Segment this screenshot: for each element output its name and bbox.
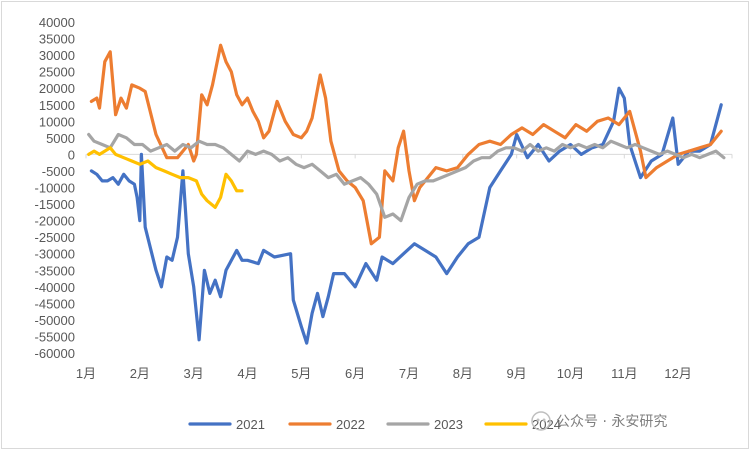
x-axis-tick-labels: 1月 2月 3月 4月 5月 6月 7月 8月 9月 10月 11月 12月 xyxy=(76,366,692,381)
y-tick-label: -30000 xyxy=(35,247,75,262)
x-tick-label: 11月 xyxy=(611,366,638,381)
watermark-logo-dot xyxy=(536,418,540,422)
series-line-2024 xyxy=(87,146,244,209)
y-tick-label: 20000 xyxy=(39,81,75,96)
y-tick-label: -55000 xyxy=(35,329,75,344)
x-tick-label: 1月 xyxy=(76,366,96,381)
legend-label-2021: 2021 xyxy=(236,417,265,432)
series-line-2022 xyxy=(89,43,723,246)
y-tick-label: -35000 xyxy=(35,263,75,278)
y-tick-label: -25000 xyxy=(35,230,75,245)
y-tick-label: 40000 xyxy=(39,15,75,30)
y-tick-label: -15000 xyxy=(35,197,75,212)
y-tick-label: -60000 xyxy=(35,346,75,361)
y-tick-label: 30000 xyxy=(39,48,75,63)
y-tick-label: -20000 xyxy=(35,214,75,229)
y-tick-label: 15000 xyxy=(39,98,75,113)
x-tick-label: 4月 xyxy=(237,366,257,381)
y-tick-label: -45000 xyxy=(35,296,75,311)
x-tick-label: 9月 xyxy=(507,366,527,381)
watermark: 公众号 · 永安研究 xyxy=(531,411,667,431)
x-tick-label: 10月 xyxy=(557,366,584,381)
y-tick-label: 0 xyxy=(68,147,75,162)
x-tick-label: 7月 xyxy=(399,366,419,381)
y-tick-label: 10000 xyxy=(39,114,75,129)
series-line-2023 xyxy=(87,132,726,223)
x-tick-label: 12月 xyxy=(664,366,691,381)
legend-label-2023: 2023 xyxy=(434,417,463,432)
y-tick-label: 35000 xyxy=(39,32,75,47)
x-tick-label: 5月 xyxy=(291,366,311,381)
x-tick-label: 2月 xyxy=(130,366,150,381)
y-tick-label: 25000 xyxy=(39,65,75,80)
watermark-text: 公众号 · 永安研究 xyxy=(556,414,667,430)
series-lines xyxy=(87,43,726,345)
x-tick-label: 8月 xyxy=(453,366,473,381)
y-tick-label: -50000 xyxy=(35,313,75,328)
y-tick-label: -40000 xyxy=(35,280,75,295)
y-tick-label: -5000 xyxy=(42,164,75,179)
x-tick-label: 6月 xyxy=(345,366,365,381)
series-line-2021 xyxy=(89,86,723,345)
watermark-logo-dot xyxy=(542,418,546,422)
watermark-logo-icon xyxy=(531,411,551,431)
x-tick-label: 3月 xyxy=(184,366,204,381)
y-tick-label: 5000 xyxy=(46,131,75,146)
legend-label-2022: 2022 xyxy=(336,417,365,432)
legend: 2021 2022 2023 2024 xyxy=(188,417,561,432)
y-tick-label: -10000 xyxy=(35,181,75,196)
